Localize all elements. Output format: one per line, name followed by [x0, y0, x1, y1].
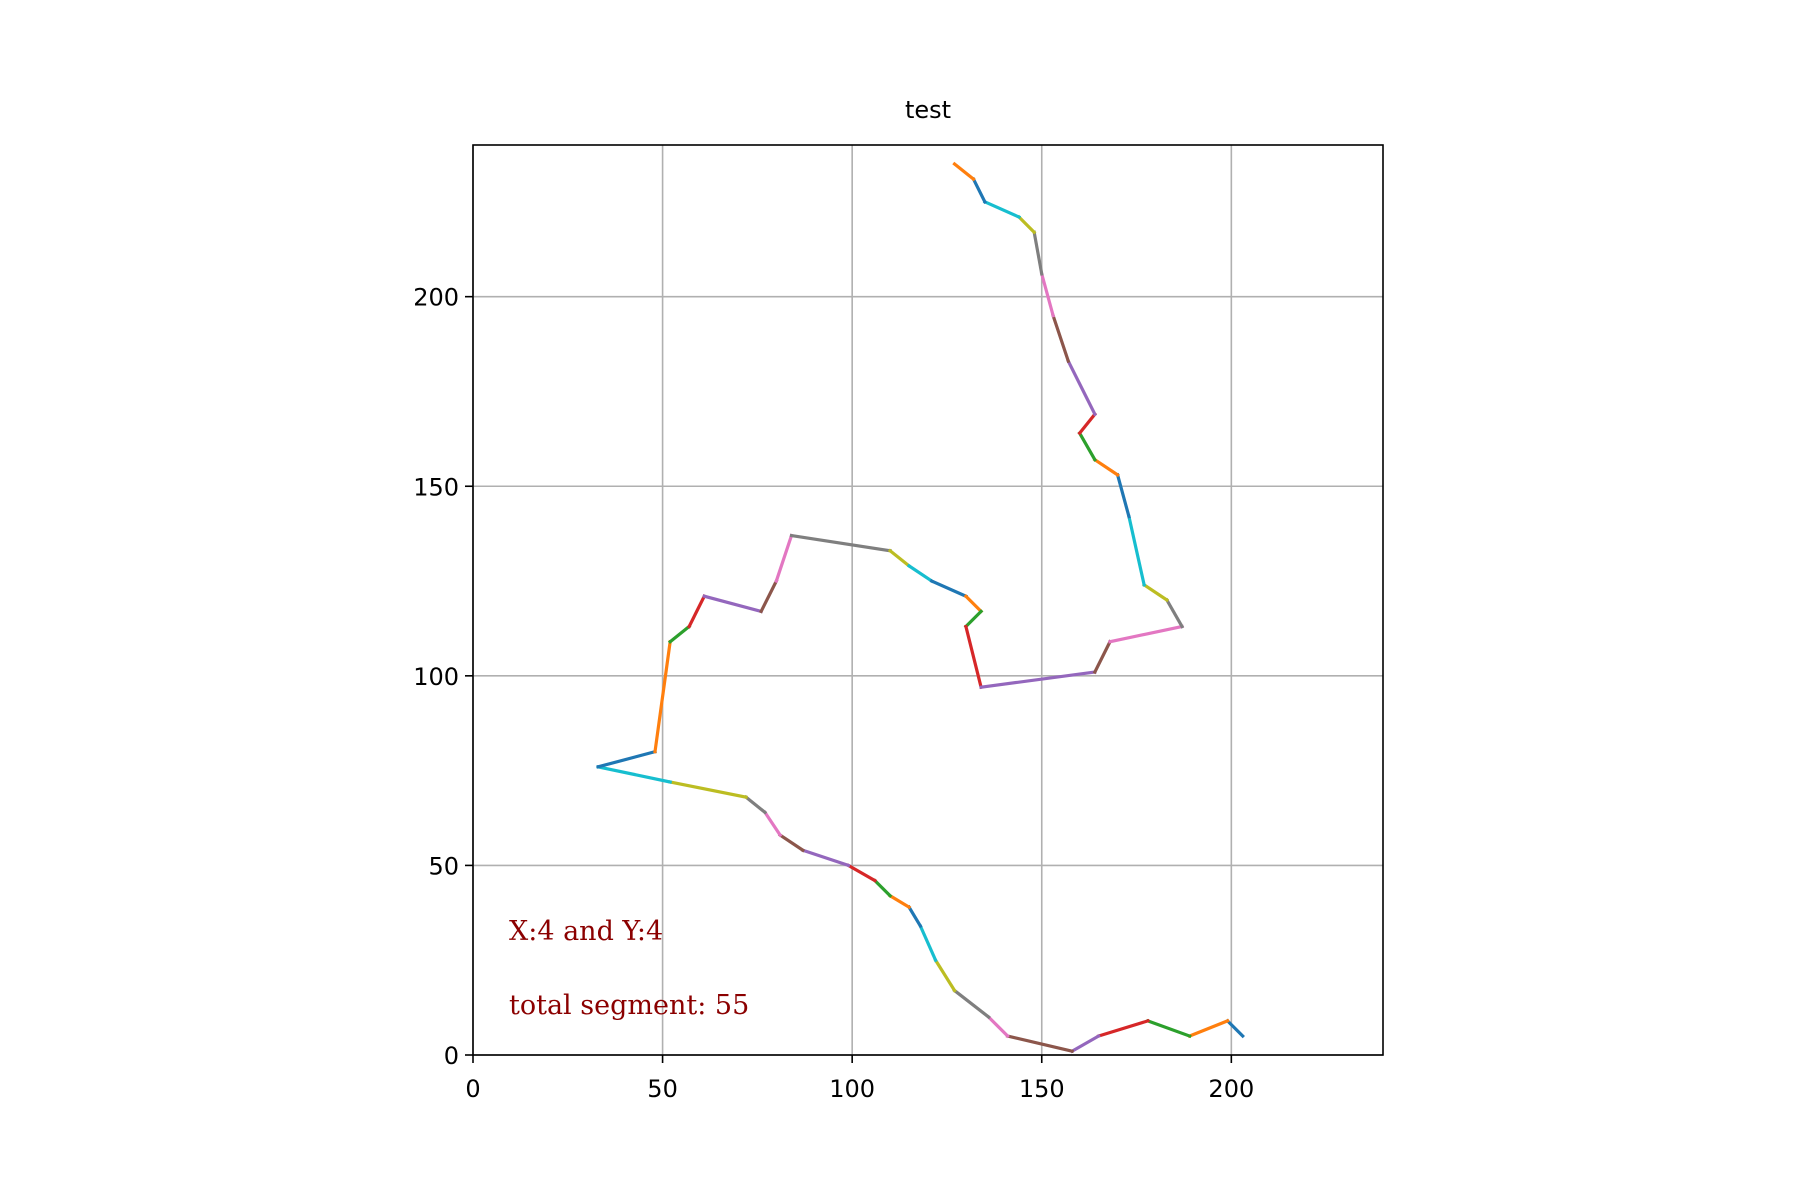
path-segment-19 [668, 780, 748, 800]
path-segment-12 [887, 893, 912, 910]
annotation-xy: X:4 and Y:4 [509, 916, 663, 947]
path-segment-6 [1005, 1034, 1075, 1054]
path-segment-51 [971, 176, 988, 205]
path-segment-20 [596, 764, 673, 784]
path-segment-39 [1141, 582, 1170, 603]
path-segment-45 [1066, 358, 1097, 417]
path-segment-32 [963, 593, 984, 614]
path-segment-9 [933, 958, 957, 993]
path-segment-30 [906, 563, 935, 584]
x-tick-label: 100 [829, 1075, 875, 1103]
path-segment-26 [759, 578, 779, 614]
path-segment-48 [1032, 230, 1044, 276]
path-segment-50 [982, 199, 1022, 220]
path-segment-18 [743, 794, 768, 815]
path-segment-34 [963, 624, 984, 690]
annotation-total-segment: total segment: 55 [509, 990, 749, 1021]
path-segment-22 [653, 639, 672, 754]
path-segment-37 [1108, 624, 1184, 644]
y-tick-label: 50 [428, 852, 459, 880]
path-segment-23 [667, 624, 692, 644]
path-segment-2 [1187, 1018, 1230, 1039]
series-layer [596, 161, 1245, 1054]
path-segment-42 [1092, 457, 1120, 478]
x-tick-label: 0 [465, 1075, 480, 1103]
path-segment-49 [1016, 214, 1037, 235]
path-segment-10 [918, 923, 938, 963]
path-segment-28 [789, 533, 892, 553]
path-segment-38 [1164, 597, 1185, 629]
path-segment-3 [1145, 1018, 1192, 1039]
path-segment-44 [1077, 411, 1098, 436]
axes-frame [472, 144, 1384, 1056]
path-segment-25 [702, 594, 764, 614]
path-segment-36 [1092, 639, 1113, 675]
path-segment-35 [979, 670, 1097, 690]
path-segment-29 [887, 548, 912, 569]
x-tick-label: 150 [1019, 1075, 1065, 1103]
path-segment-43 [1077, 430, 1098, 462]
path-segment-40 [1127, 514, 1147, 587]
path-segment-5 [1069, 1033, 1101, 1054]
path-segment-27 [774, 533, 794, 584]
path-segment-17 [762, 810, 783, 838]
path-segment-1 [1225, 1018, 1245, 1039]
path-segment-47 [1039, 271, 1056, 318]
path-segment-7 [986, 1014, 1010, 1039]
y-tick-label: 100 [413, 663, 459, 691]
path-segment-16 [777, 832, 806, 853]
y-tick-label: 0 [444, 1042, 459, 1070]
y-tick-label: 150 [413, 473, 459, 501]
path-segment-52 [952, 161, 976, 182]
x-tick-label: 50 [647, 1075, 678, 1103]
path-segment-21 [596, 749, 657, 769]
x-tick-label: 200 [1208, 1075, 1254, 1103]
path-segment-15 [800, 848, 851, 868]
path-segment-14 [846, 863, 878, 883]
path-segment-31 [929, 578, 969, 599]
y-tick-label: 200 [413, 284, 459, 312]
path-segment-46 [1051, 313, 1071, 364]
path-segment-11 [906, 904, 923, 929]
path-segment-4 [1096, 1018, 1150, 1039]
path-segment-41 [1115, 472, 1131, 519]
chart-title: test [905, 96, 951, 124]
path-segment-24 [686, 594, 707, 629]
tick-layer: 0 50 100 150 200 0 50 100 150 200 [413, 284, 1254, 1103]
path-segment-13 [872, 878, 893, 899]
path-segment-33 [963, 609, 984, 629]
path-segment-8 [952, 988, 991, 1020]
